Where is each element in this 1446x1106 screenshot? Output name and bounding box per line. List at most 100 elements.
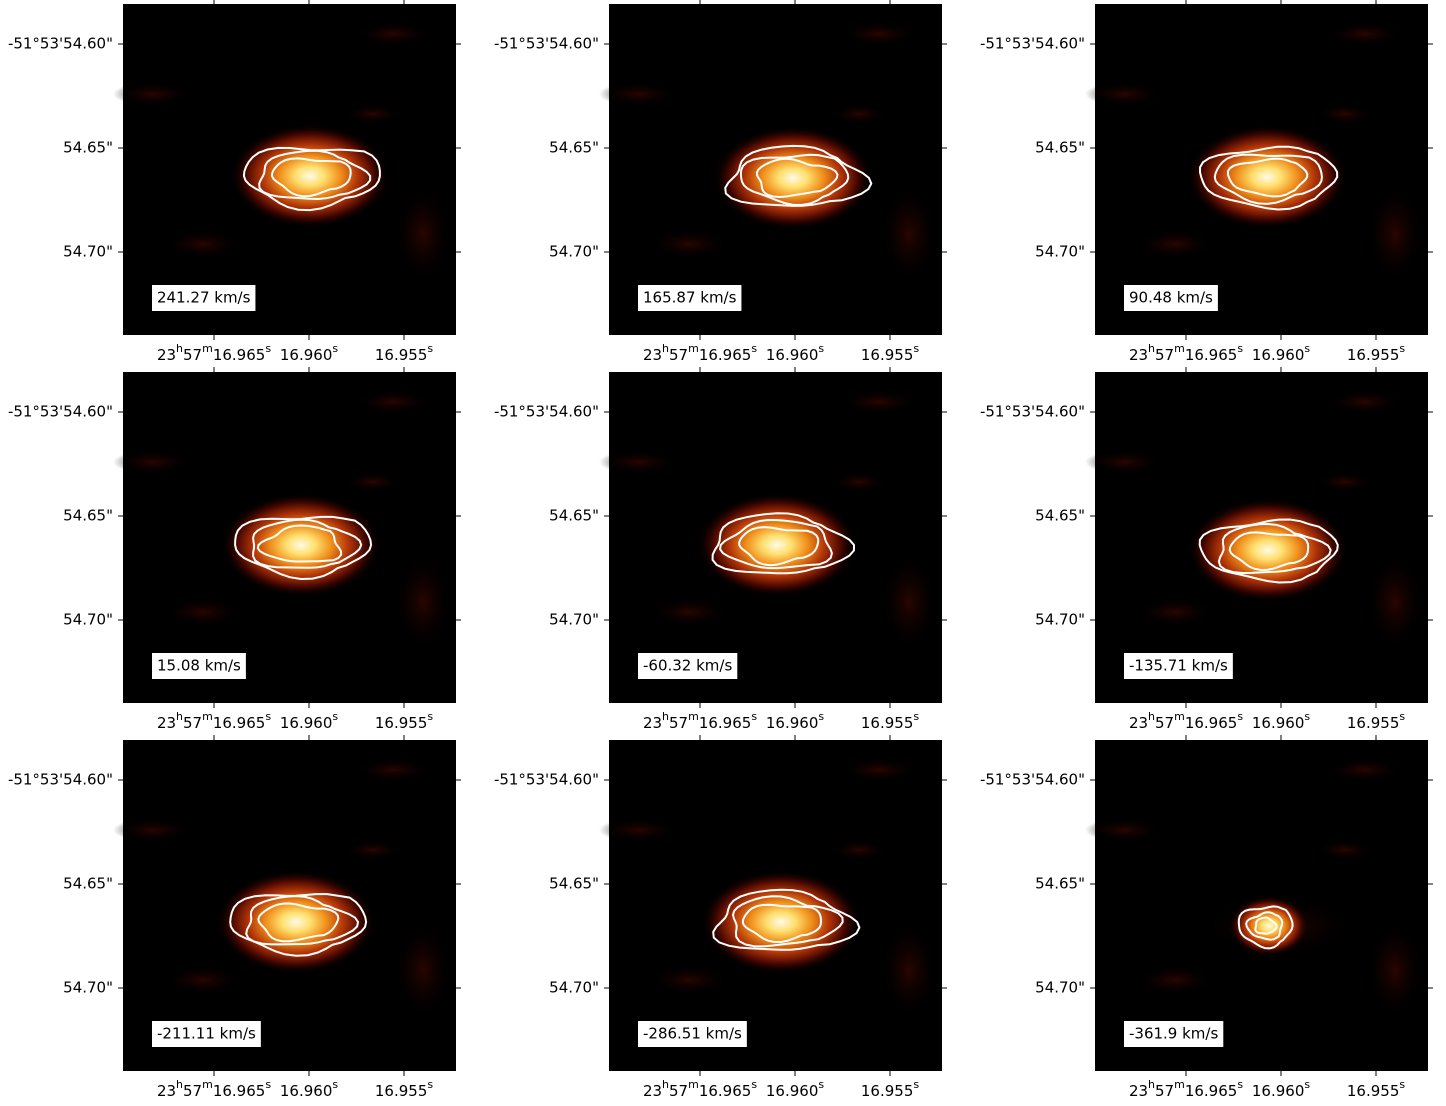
tick-text: 16.955 bbox=[1347, 346, 1400, 364]
velocity-box bbox=[638, 285, 742, 311]
superscript: s bbox=[1399, 710, 1405, 723]
contour bbox=[724, 144, 873, 207]
superscript: s bbox=[1237, 1078, 1243, 1091]
contour bbox=[1217, 522, 1332, 575]
y-tick-label: 54.70" bbox=[63, 243, 113, 261]
contour bbox=[1237, 905, 1294, 950]
faint-emission bbox=[879, 552, 939, 652]
x-tick-label: 16.960s bbox=[280, 342, 339, 364]
emission bbox=[701, 870, 861, 974]
x-tick-label: 23h57m16.965s bbox=[1129, 1078, 1243, 1100]
faint-emission bbox=[1085, 818, 1165, 842]
velocity-box bbox=[638, 1021, 747, 1047]
panel: 90.48 km/s -51°53'54.60" 54.65" 54.70" 23h57… bbox=[980, 0, 1433, 364]
y-tick-label: 54.65" bbox=[549, 875, 599, 893]
y-tick-label: 54.70" bbox=[1035, 243, 1085, 261]
faint-emission bbox=[343, 840, 403, 860]
superscript: h bbox=[176, 710, 183, 723]
faint-emission bbox=[1135, 229, 1215, 259]
y-tick-label: 54.65" bbox=[1035, 139, 1085, 157]
contour bbox=[1228, 531, 1310, 572]
contour bbox=[252, 518, 363, 569]
velocity-label: 90.48 km/s bbox=[1129, 289, 1213, 307]
tick-text: 16.955 bbox=[861, 346, 914, 364]
panel: -60.32 km/s -51°53'54.60" 54.65" 54.70" 23h5… bbox=[494, 367, 947, 732]
superscript: h bbox=[662, 1078, 669, 1091]
velocity-label: -60.32 km/s bbox=[643, 657, 732, 675]
tick-text: 16.965 bbox=[1185, 714, 1238, 732]
y-tick-label: -51°53'54.60" bbox=[494, 403, 599, 421]
superscript: s bbox=[751, 342, 757, 355]
tick-text: 57 bbox=[1155, 346, 1174, 364]
superscript: m bbox=[202, 342, 213, 355]
faint-emission bbox=[1085, 450, 1165, 474]
y-tick-label: 54.65" bbox=[1035, 875, 1085, 893]
tick-text: 23 bbox=[157, 714, 176, 732]
superscript: s bbox=[751, 1078, 757, 1091]
y-tick-label: -51°53'54.60" bbox=[494, 35, 599, 53]
faint-emission bbox=[1325, 390, 1405, 414]
faint-emission bbox=[353, 390, 433, 414]
superscript: m bbox=[1174, 1078, 1185, 1091]
emission bbox=[1229, 896, 1309, 956]
faint-emission bbox=[163, 229, 243, 259]
superscript: h bbox=[662, 342, 669, 355]
tick-text: 16.965 bbox=[213, 346, 266, 364]
x-tick-label: 16.955s bbox=[861, 710, 920, 732]
y-tick-label: -51°53'54.60" bbox=[8, 403, 113, 421]
tick-text: 16.965 bbox=[1185, 1082, 1238, 1100]
superscript: s bbox=[332, 342, 338, 355]
faint-emission bbox=[1315, 840, 1375, 860]
contour bbox=[1198, 518, 1339, 584]
superscript: h bbox=[1148, 1078, 1155, 1091]
panel: -211.11 km/s -51°53'54.60" 54.65" 54.70" 23h… bbox=[8, 735, 461, 1100]
y-tick-label: 54.65" bbox=[1035, 507, 1085, 525]
contour bbox=[1254, 916, 1278, 935]
panel: 241.27 km/s -51°53'54.60" 54.65" 54.70" 23h5… bbox=[8, 0, 461, 364]
faint-emission bbox=[839, 390, 919, 414]
faint-emission bbox=[343, 472, 403, 492]
tick-text: 16.955 bbox=[1347, 714, 1400, 732]
faint-emission bbox=[879, 184, 939, 284]
contour bbox=[258, 149, 372, 201]
y-tick-label: 54.70" bbox=[549, 243, 599, 261]
contour bbox=[755, 157, 839, 199]
y-tick-label: -51°53'54.60" bbox=[980, 35, 1085, 53]
tick-text: 23 bbox=[643, 346, 662, 364]
x-tick-label: 23h57m16.965s bbox=[1129, 342, 1243, 364]
panel: 165.87 km/s -51°53'54.60" 54.65" 54.70" 23h5… bbox=[494, 0, 947, 364]
faint-emission bbox=[649, 229, 729, 259]
faint-emission bbox=[393, 184, 453, 284]
contour bbox=[711, 512, 856, 575]
superscript: s bbox=[1304, 710, 1310, 723]
superscript: s bbox=[265, 710, 271, 723]
tick-text: 16.960 bbox=[280, 346, 333, 364]
tick-text: 16.965 bbox=[1185, 346, 1238, 364]
emission bbox=[221, 493, 381, 597]
superscript: m bbox=[688, 710, 699, 723]
superscript: s bbox=[913, 1078, 919, 1091]
faint-emission bbox=[353, 22, 433, 46]
superscript: s bbox=[818, 342, 824, 355]
superscript: s bbox=[1237, 710, 1243, 723]
tick-text: 16.965 bbox=[699, 714, 752, 732]
tick-text: 23 bbox=[643, 1082, 662, 1100]
x-tick-label: 16.960s bbox=[280, 1078, 339, 1100]
tick-text: 23 bbox=[1129, 1082, 1148, 1100]
tick-text: 57 bbox=[1155, 1082, 1174, 1100]
superscript: s bbox=[332, 1078, 338, 1091]
tick-text: 57 bbox=[183, 714, 202, 732]
panel: -135.71 km/s -51°53'54.60" 54.65" 54.70" 23h… bbox=[980, 367, 1433, 732]
x-tick-label: 16.955s bbox=[861, 342, 920, 364]
faint-emission bbox=[1315, 104, 1375, 124]
velocity-label: -286.51 km/s bbox=[643, 1025, 742, 1043]
faint-emission bbox=[879, 920, 939, 1020]
superscript: s bbox=[427, 342, 433, 355]
superscript: s bbox=[1399, 1078, 1405, 1091]
x-tick-label: 23h57m16.965s bbox=[643, 710, 757, 732]
faint-emission bbox=[163, 965, 243, 995]
faint-emission bbox=[113, 450, 193, 474]
emission bbox=[1188, 498, 1348, 602]
faint-emission bbox=[393, 552, 453, 652]
tick-text: 16.965 bbox=[699, 1082, 752, 1100]
